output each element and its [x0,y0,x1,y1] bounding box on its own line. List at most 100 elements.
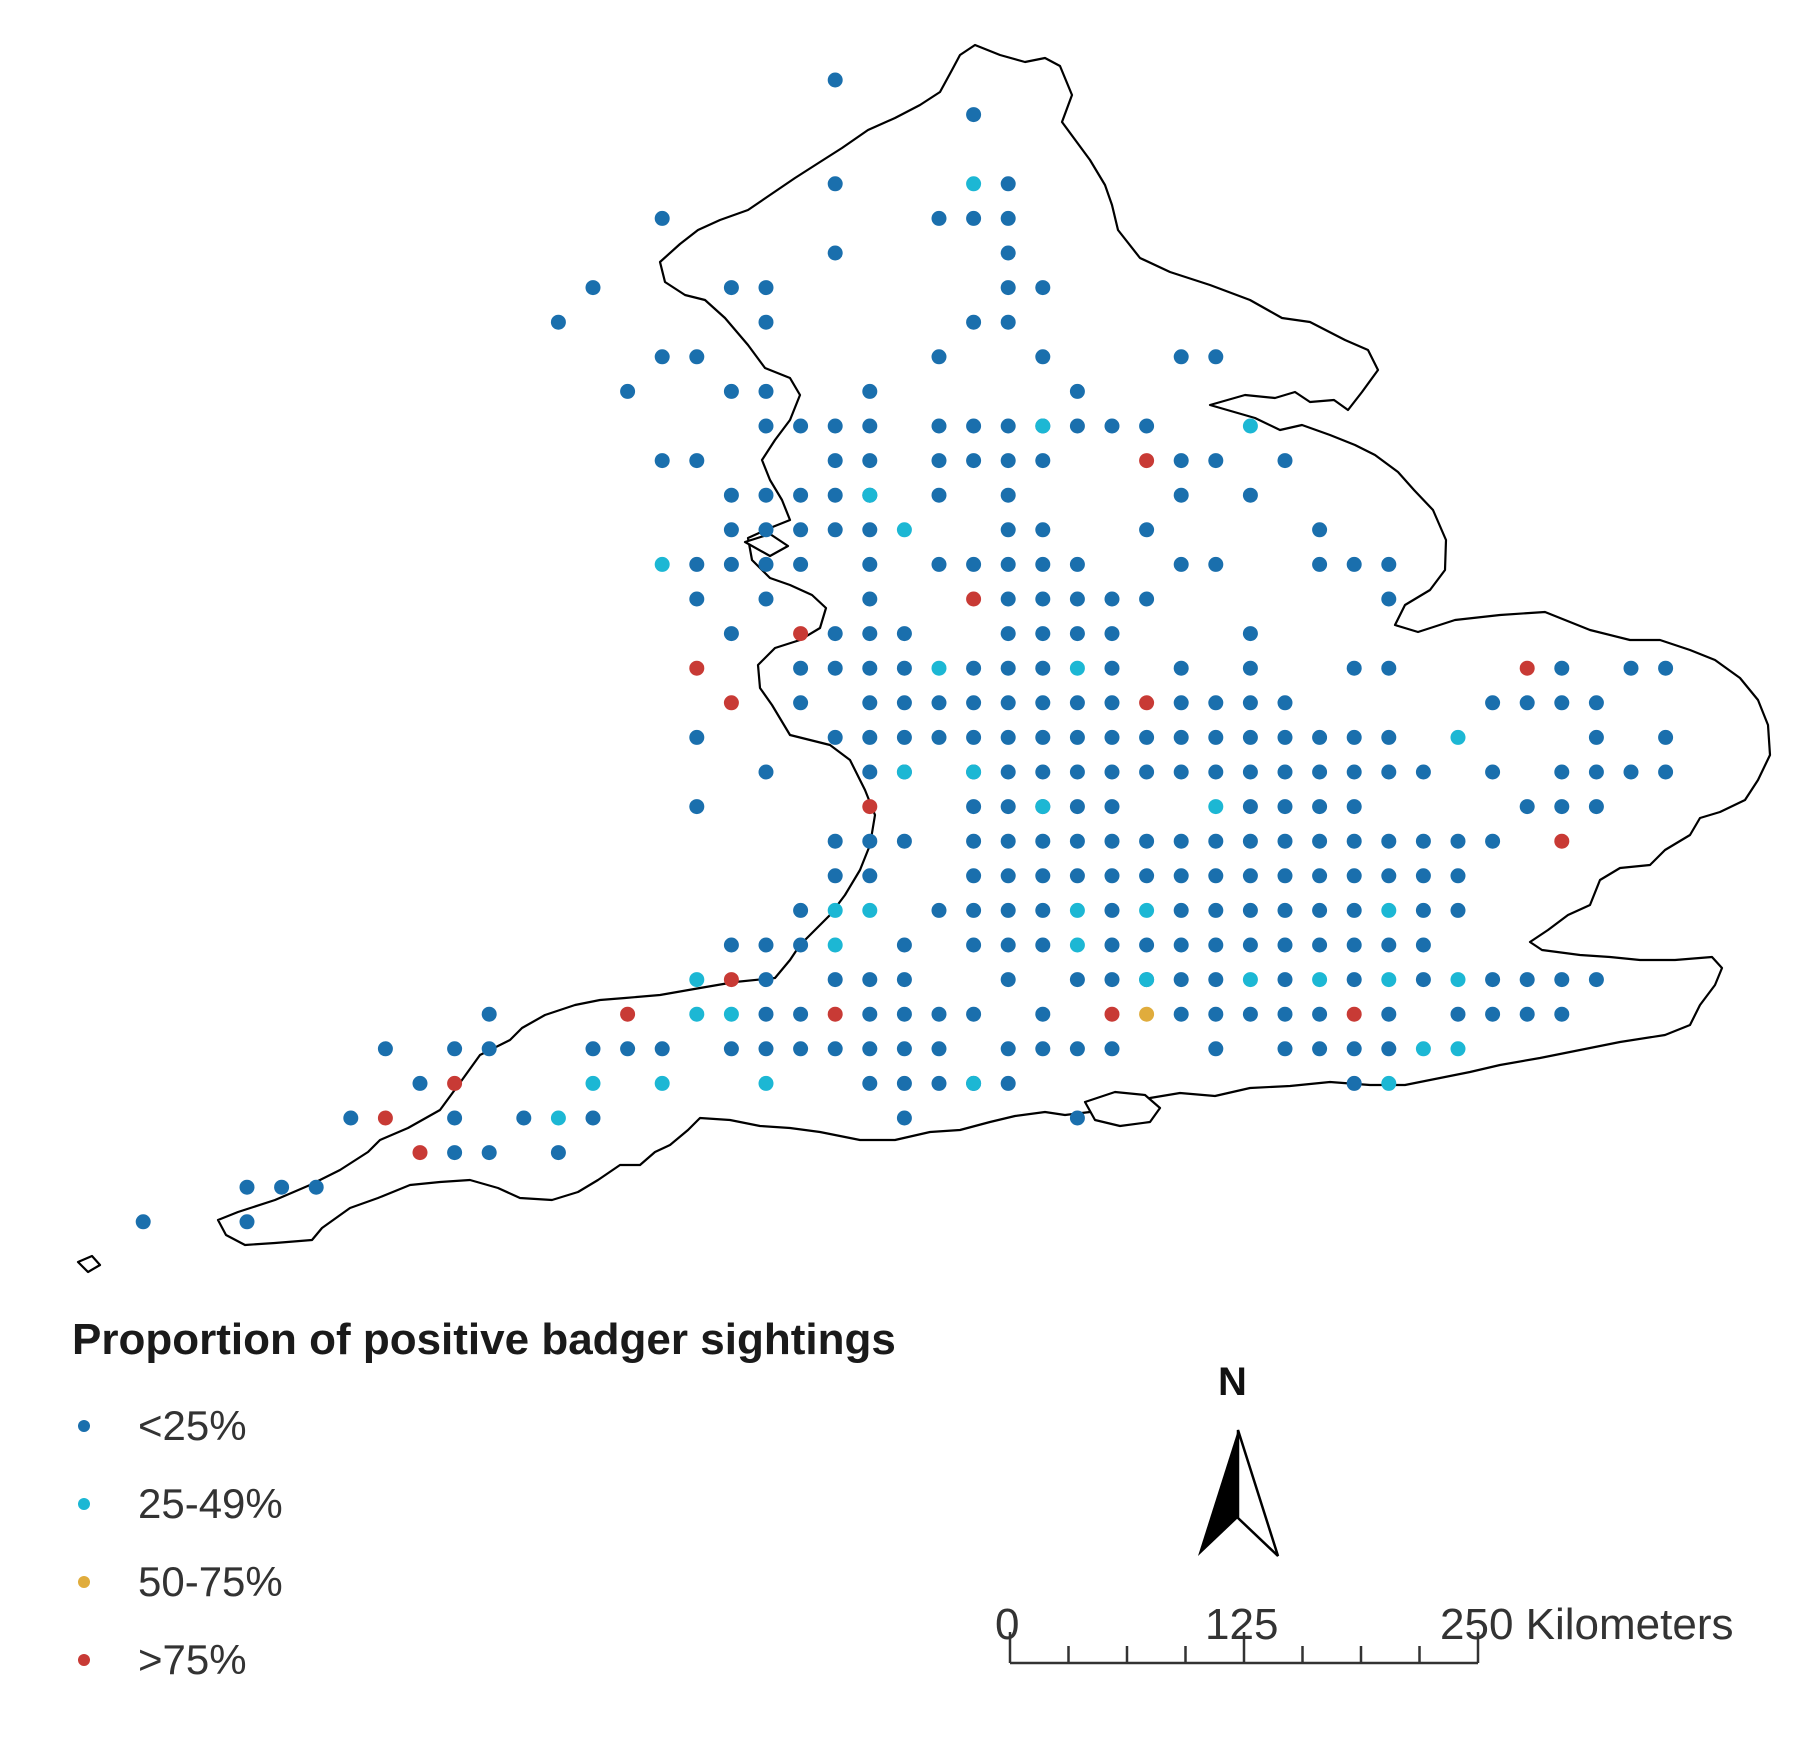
sighting-dot-lt25 [758,418,774,434]
sighting-dot-lt25 [1035,556,1051,572]
sighting-dot-lt25 [1104,729,1120,745]
sighting-dot-lt25 [1346,833,1362,849]
sighting-dot-lt25 [1104,833,1120,849]
sighting-dot-lt25 [896,1041,912,1057]
sighting-dot-lt25 [1658,729,1674,745]
sighting-dot-lt25 [1415,902,1431,918]
sighting-dot-lt25 [758,487,774,503]
sighting-dot-lt25 [758,764,774,780]
sighting-dot-lt25 [1173,764,1189,780]
sighting-dot-gt75 [723,972,739,988]
sighting-dot-lt25 [1312,764,1328,780]
sighting-dot-lt25 [758,383,774,399]
sighting-dot-lt25 [689,591,705,607]
sighting-dot-25-49 [1381,902,1397,918]
sighting-dot-lt25 [1381,1006,1397,1022]
sighting-dot-lt25 [966,556,982,572]
sighting-dot-lt25 [793,522,809,538]
sighting-dot-lt25 [343,1110,359,1126]
sighting-dot-lt25 [1346,660,1362,676]
sighting-dot-lt25 [1415,833,1431,849]
sighting-dot-lt25 [931,418,947,434]
sighting-dot-lt25 [1208,1006,1224,1022]
sighting-dot-lt25 [1381,729,1397,745]
sighting-dot-25-49 [689,1006,705,1022]
sighting-grid [135,72,1674,1230]
sighting-dot-lt25 [654,453,670,469]
sighting-dot-lt25 [1277,1006,1293,1022]
sighting-dot-lt25 [966,695,982,711]
sighting-dot-25-49 [689,972,705,988]
sighting-dot-lt25 [1208,972,1224,988]
sighting-dot-lt25 [966,453,982,469]
sighting-dot-lt25 [896,972,912,988]
sighting-dot-lt25 [1277,453,1293,469]
legend-label-lt25: <25% [138,1402,247,1449]
sighting-dot-lt25 [1277,695,1293,711]
sighting-dot-lt25 [1104,1041,1120,1057]
sighting-dot-lt25 [481,1041,497,1057]
sighting-dot-gt75 [723,695,739,711]
sighting-dot-gt75 [1104,1006,1120,1022]
sighting-dot-lt25 [689,729,705,745]
sighting-dot-lt25 [1658,764,1674,780]
north-arrow-light-half [1236,1429,1280,1557]
sighting-dot-lt25 [1139,764,1155,780]
sighting-dot-lt25 [966,868,982,884]
sighting-dot-lt25 [966,833,982,849]
sighting-dot-lt25 [1312,902,1328,918]
sighting-dot-lt25 [1415,868,1431,884]
sighting-dot-lt25 [862,729,878,745]
sighting-dot-lt25 [758,1041,774,1057]
sighting-dot-lt25 [1000,314,1016,330]
sighting-dot-lt25 [1000,833,1016,849]
sighting-dot-lt25 [516,1110,532,1126]
sighting-dot-lt25 [862,453,878,469]
sighting-dot-lt25 [1035,937,1051,953]
sighting-dot-lt25 [966,660,982,676]
sighting-dot-lt25 [308,1179,324,1195]
sighting-dot-lt25 [931,1006,947,1022]
sighting-dot-25-49 [827,902,843,918]
sighting-dot-lt25 [1139,868,1155,884]
sighting-dot-lt25 [1069,591,1085,607]
sighting-dot-lt25 [1208,1041,1224,1057]
sighting-dot-lt25 [966,799,982,815]
sighting-dot-25-49 [654,1075,670,1091]
sighting-dot-lt25 [1208,868,1224,884]
sighting-dot-lt25 [447,1110,463,1126]
sighting-dot-25-49 [966,176,982,192]
sighting-dot-lt25 [1519,695,1535,711]
sighting-dot-lt25 [758,522,774,538]
sighting-dot-lt25 [1554,695,1570,711]
sighting-dot-lt25 [1415,972,1431,988]
sighting-dot-25-49 [1139,902,1155,918]
sighting-dot-lt25 [1173,729,1189,745]
sighting-dot-lt25 [481,1006,497,1022]
sighting-dot-lt25 [931,902,947,918]
sighting-dot-25-49 [896,522,912,538]
sighting-dot-lt25 [1173,833,1189,849]
sighting-dot-lt25 [1554,1006,1570,1022]
sighting-dot-lt25 [1554,799,1570,815]
sighting-dot-lt25 [1588,972,1604,988]
sighting-dot-lt25 [1035,660,1051,676]
sighting-dot-lt25 [1035,453,1051,469]
sighting-dot-lt25 [966,314,982,330]
sighting-dot-lt25 [1139,833,1155,849]
sighting-dot-lt25 [827,833,843,849]
sighting-dot-lt25 [862,868,878,884]
sighting-dot-lt25 [793,902,809,918]
sighting-dot-lt25 [827,453,843,469]
sighting-dot-lt25 [1000,176,1016,192]
sighting-dot-lt25 [793,418,809,434]
sighting-dot-lt25 [862,591,878,607]
sighting-dot-lt25 [1208,937,1224,953]
sighting-dot-lt25 [1069,1110,1085,1126]
sighting-dot-lt25 [1208,556,1224,572]
sighting-dot-lt25 [1415,937,1431,953]
sighting-dot-gt75 [1346,1006,1362,1022]
north-label: N [1218,1360,1247,1404]
sighting-dot-gt75 [412,1145,428,1161]
scilly-isles [76,1254,102,1274]
